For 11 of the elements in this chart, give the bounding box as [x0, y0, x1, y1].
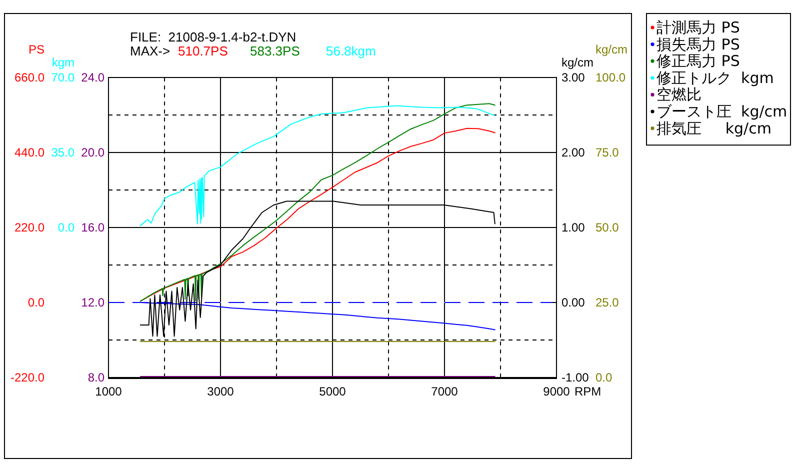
x-tick: 3000 — [207, 384, 234, 398]
annotation: MAX-> — [130, 44, 170, 58]
x-tick: 1000 — [95, 384, 122, 398]
x-tick: 9000 — [543, 384, 570, 398]
annotation: 583.3PS — [250, 44, 300, 58]
x-title: RPM — [574, 384, 602, 398]
x-tick: 7000 — [431, 384, 458, 398]
annotation: 56.8kgm — [326, 44, 376, 58]
x-tick: 5000 — [319, 384, 346, 398]
annotation: 510.7PS — [178, 44, 228, 58]
annotation: FILE: 21008-9-1.4-b2-t.DYN — [130, 30, 296, 44]
